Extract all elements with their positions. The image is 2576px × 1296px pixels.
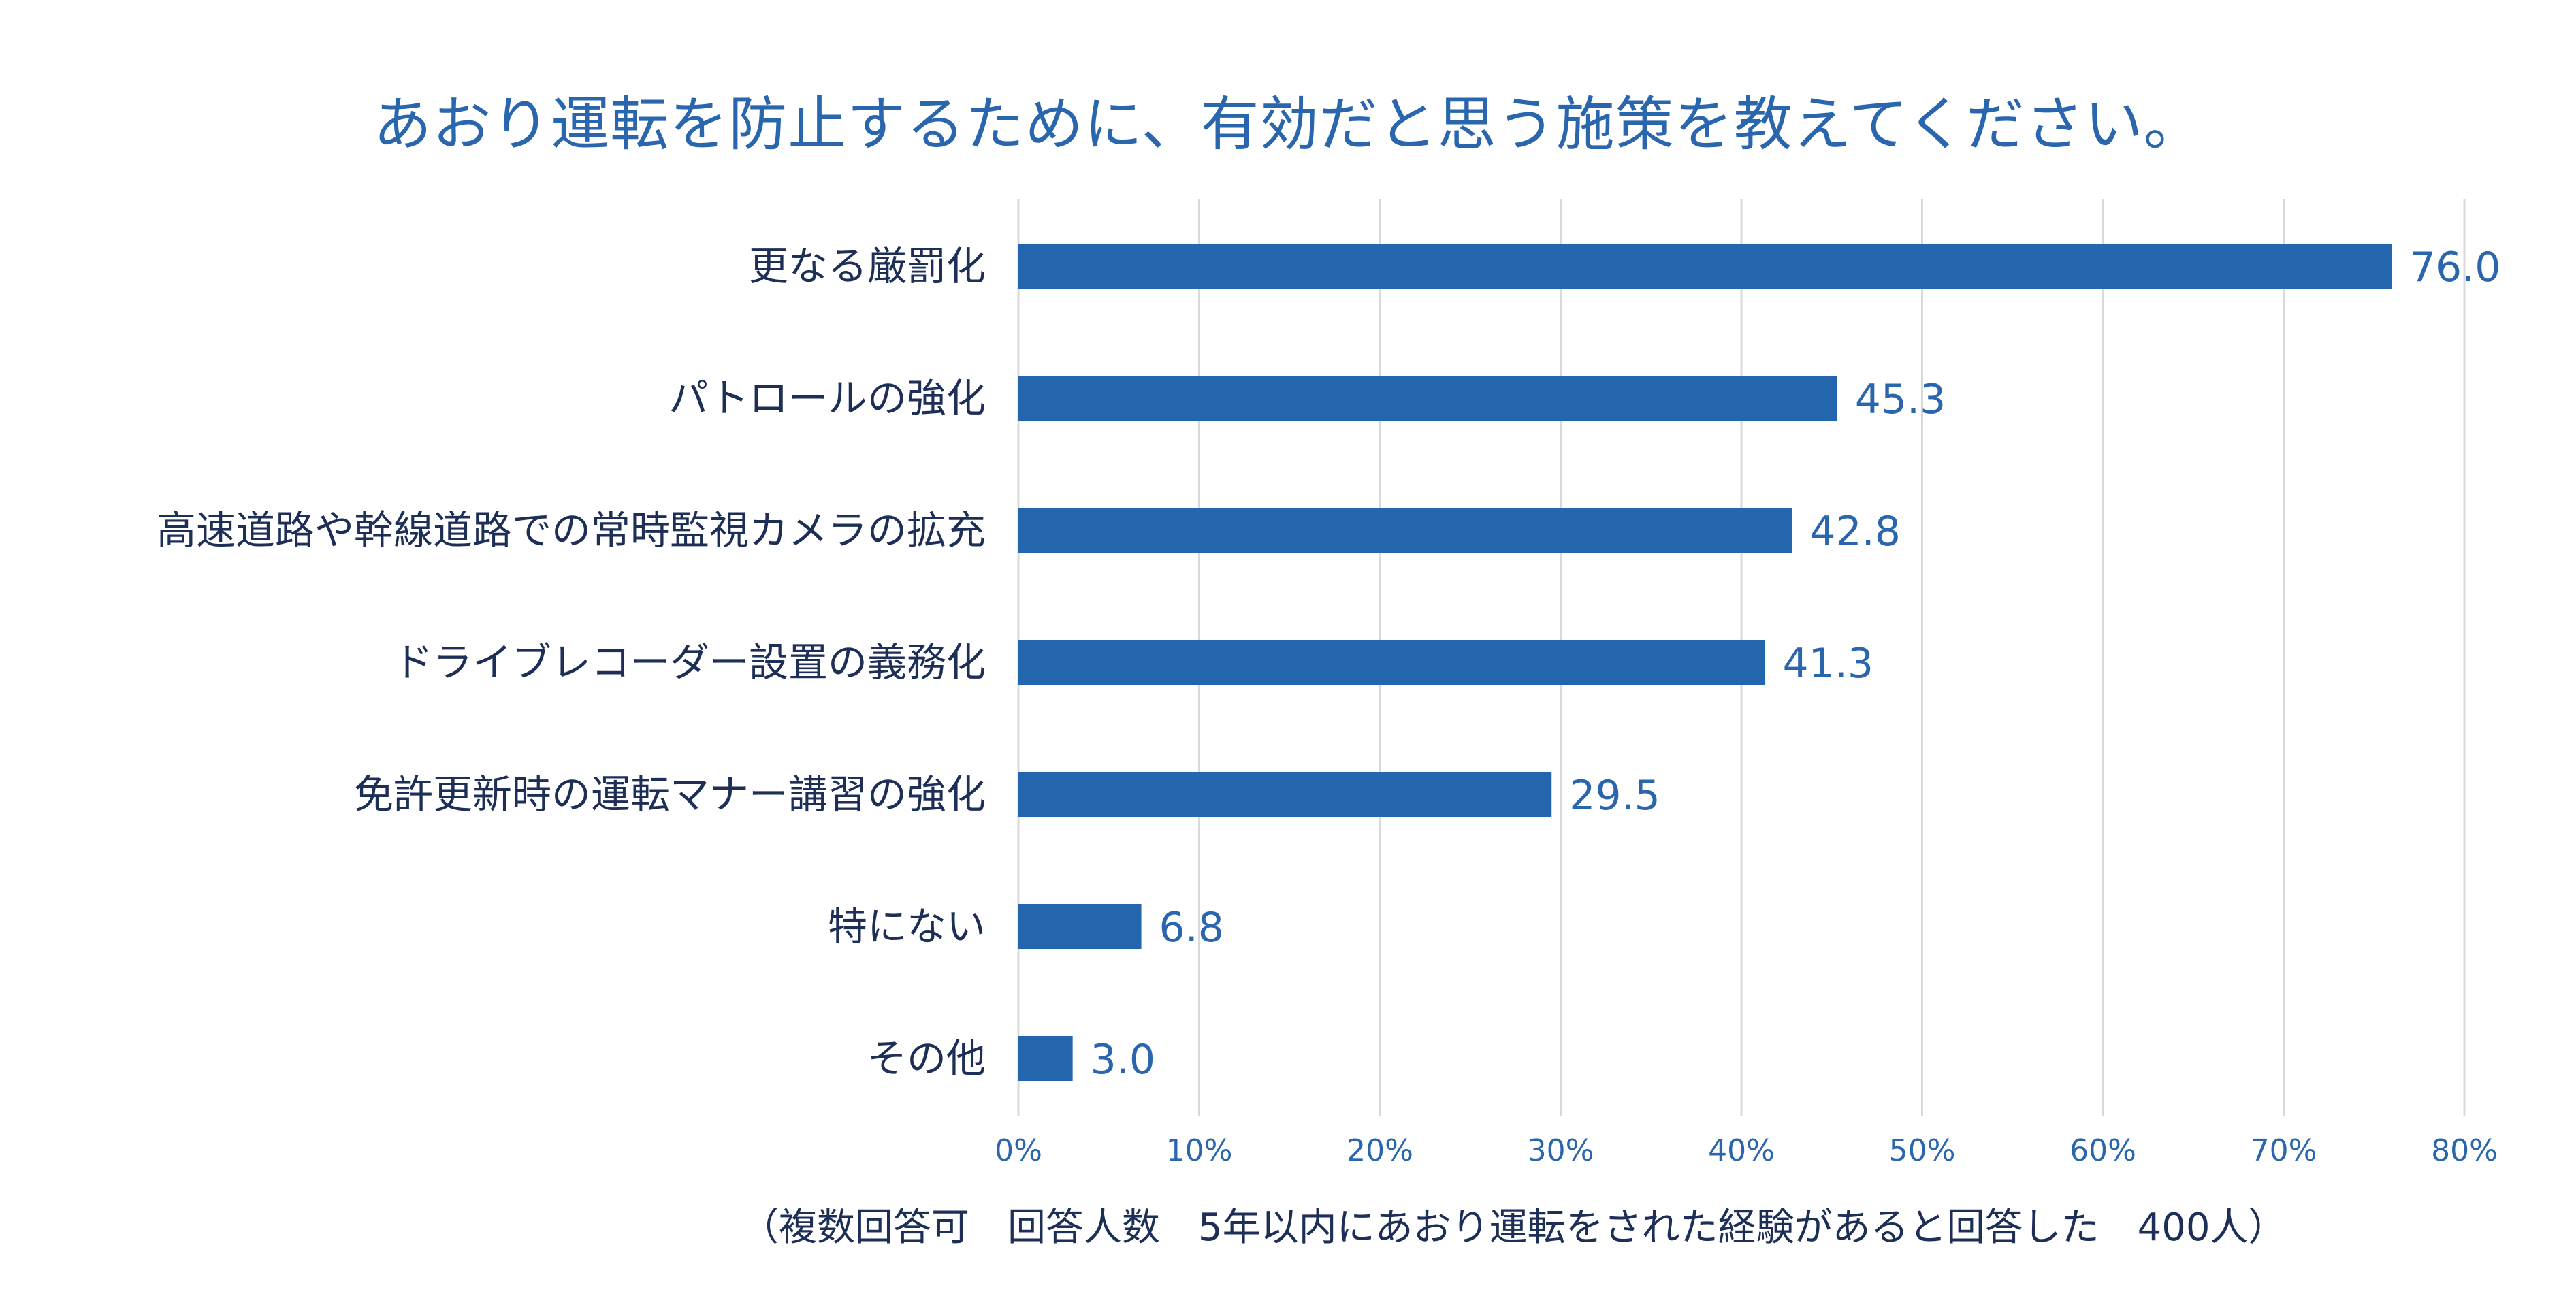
- bar: [1018, 1036, 1073, 1081]
- chart-note: （複数回答可 回答人数 5年以内にあおり運転をされた経験があると回答した 400…: [741, 1205, 2287, 1250]
- data-label: 76.0: [2410, 244, 2501, 291]
- data-label: 29.5: [1569, 772, 1660, 820]
- x-tick-label: 70%: [2251, 1133, 2317, 1168]
- x-tick-label: 80%: [2431, 1133, 2498, 1168]
- data-label: 6.8: [1159, 904, 1224, 952]
- category-label: 更なる厳罰化: [749, 243, 986, 289]
- category-label: 高速道路や幹線道路での常時監視カメラの拡充: [157, 507, 986, 553]
- category-label: 免許更新時の運転マナー講習の強化: [354, 771, 986, 817]
- data-label: 42.8: [1809, 508, 1901, 555]
- category-label: パトロールの強化: [669, 375, 986, 421]
- data-label: 41.3: [1783, 640, 1874, 687]
- x-tick-label: 50%: [1889, 1133, 1956, 1168]
- x-tick-label: 0%: [995, 1133, 1042, 1168]
- x-tick-label: 10%: [1166, 1133, 1233, 1168]
- bar: [1018, 508, 1792, 553]
- chart-title: あおり運転を防止するために、有効だと思う施策を教えてください。: [373, 91, 2203, 159]
- data-label: 3.0: [1091, 1036, 1155, 1084]
- category-label: ドライブレコーダー設置の義務化: [393, 639, 986, 685]
- x-tick-label: 40%: [1708, 1133, 1775, 1168]
- category-label: その他: [867, 1035, 986, 1082]
- bar: [1018, 904, 1142, 949]
- bar: [1018, 376, 1837, 421]
- x-tick-label: 30%: [1528, 1133, 1594, 1168]
- x-tick-label: 20%: [1347, 1133, 1413, 1168]
- bar: [1018, 244, 2392, 289]
- x-tick-label: 60%: [2070, 1133, 2136, 1168]
- bar: [1018, 640, 1765, 685]
- category-label: 特にない: [828, 903, 986, 950]
- bar: [1018, 772, 1552, 817]
- data-label: 45.3: [1855, 376, 1946, 423]
